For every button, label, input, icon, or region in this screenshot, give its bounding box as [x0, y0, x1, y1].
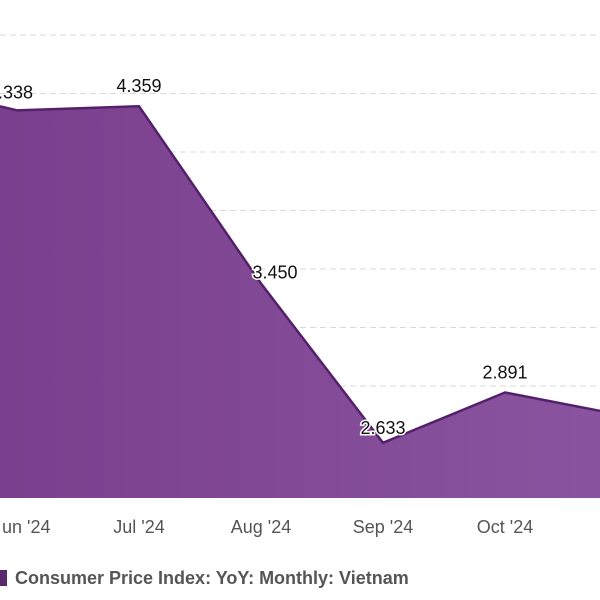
legend-swatch	[0, 570, 7, 586]
area-fill	[0, 106, 600, 498]
x-tick-label: Sep '24	[353, 517, 414, 537]
data-labels: .338 4.359 3.450 2.633 2.891	[0, 76, 528, 439]
legend-label: Consumer Price Index: YoY: Monthly: Viet…	[15, 567, 409, 588]
series-line	[0, 104, 600, 445]
x-tick-label: un '24	[2, 517, 50, 537]
data-label: 2.633	[360, 418, 405, 438]
x-tick-label: Aug '24	[231, 517, 292, 537]
x-tick-label: Jul '24	[113, 517, 164, 537]
data-label: 2.891	[482, 363, 527, 383]
data-label: 4.359	[116, 76, 161, 96]
data-label: .338	[0, 82, 33, 102]
legend[interactable]: Consumer Price Index: YoY: Monthly: Viet…	[0, 566, 409, 590]
area-series	[0, 104, 600, 498]
data-label: 3.450	[252, 263, 297, 283]
x-tick-label: Oct '24	[477, 517, 533, 537]
